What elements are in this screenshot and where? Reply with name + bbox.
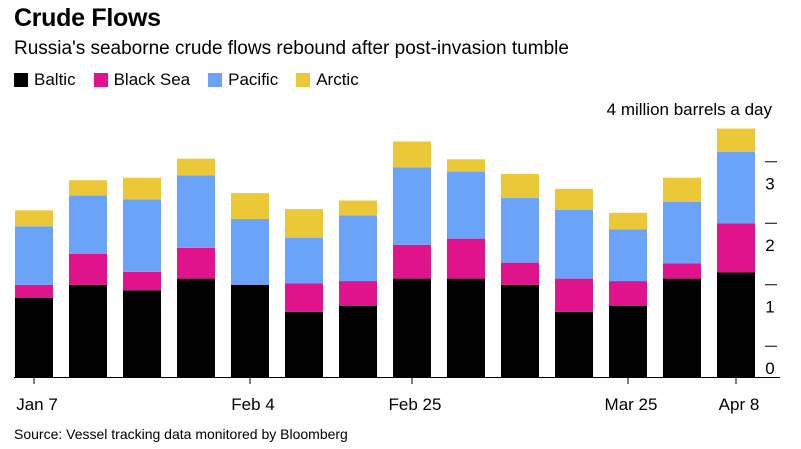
bar-segment-pacific-8 bbox=[393, 167, 431, 245]
bar-segment-pacific-11 bbox=[555, 209, 593, 279]
bar-segment-baltic-2 bbox=[69, 284, 107, 377]
bar-segment-black-sea-1 bbox=[15, 284, 53, 298]
bar-segment-black-sea-9 bbox=[447, 238, 485, 279]
bar-segment-arctic-1 bbox=[15, 210, 53, 227]
legend-label-arctic: Arctic bbox=[316, 70, 359, 89]
bar-segment-arctic-10 bbox=[501, 174, 539, 199]
bar-segment-arctic-13 bbox=[663, 177, 701, 202]
bar-segment-black-sea-12 bbox=[609, 281, 647, 306]
legend-swatch-black-sea bbox=[93, 73, 108, 87]
bar-segment-black-sea-13 bbox=[663, 263, 701, 279]
bar-segment-arctic-7 bbox=[339, 200, 377, 216]
legend-item-black-sea: Black Sea bbox=[93, 70, 191, 90]
bar-segment-black-sea-11 bbox=[555, 278, 593, 312]
bar-segment-arctic-3 bbox=[123, 177, 161, 200]
bar-segment-baltic-12 bbox=[609, 305, 647, 377]
bar-segment-arctic-12 bbox=[609, 212, 647, 230]
unit-label: 4 million barrels a day bbox=[606, 100, 772, 119]
chart-subtitle: Russia's seaborne crude flows rebound af… bbox=[14, 38, 569, 59]
bar-segment-pacific-3 bbox=[123, 199, 161, 272]
x-tick-label-feb-25: Feb 25 bbox=[389, 395, 442, 414]
bar-segment-black-sea-14 bbox=[717, 223, 755, 273]
bar-segment-pacific-13 bbox=[663, 201, 701, 264]
bar-segment-baltic-11 bbox=[555, 311, 593, 377]
bar-segment-baltic-5 bbox=[231, 284, 269, 377]
bar-segment-arctic-5 bbox=[231, 193, 269, 219]
bar-segment-pacific-14 bbox=[717, 151, 755, 224]
legend-label-black-sea: Black Sea bbox=[113, 70, 191, 89]
bar-segment-baltic-9 bbox=[447, 278, 485, 377]
bar-segment-arctic-6 bbox=[285, 209, 323, 239]
source-note: Source: Vessel tracking data monitored b… bbox=[14, 426, 348, 442]
bar-segment-pacific-7 bbox=[339, 215, 377, 282]
bar-segment-black-sea-8 bbox=[393, 244, 431, 279]
bar-segment-arctic-2 bbox=[69, 180, 107, 196]
y-tick-label-2: 2 bbox=[765, 236, 774, 255]
bar-segment-arctic-9 bbox=[447, 159, 485, 172]
legend-item-arctic: Arctic bbox=[296, 70, 359, 90]
bar-segment-baltic-1 bbox=[15, 297, 53, 377]
bar-segment-baltic-3 bbox=[123, 290, 161, 377]
y-tick-label-3: 3 bbox=[765, 175, 774, 194]
bar-segment-pacific-4 bbox=[177, 175, 215, 248]
chart-title: Crude Flows bbox=[14, 4, 161, 32]
bar-segment-black-sea-4 bbox=[177, 247, 215, 279]
bar-segment-baltic-13 bbox=[663, 278, 701, 377]
legend-swatch-pacific bbox=[208, 73, 223, 87]
y-tick-label-0: 0 bbox=[765, 359, 774, 378]
bar-segment-arctic-4 bbox=[177, 158, 215, 176]
bar-segment-black-sea-2 bbox=[69, 254, 107, 285]
bar-segment-pacific-5 bbox=[231, 218, 269, 285]
bar-segment-pacific-10 bbox=[501, 198, 539, 263]
bar-segment-baltic-4 bbox=[177, 278, 215, 377]
bar-segment-arctic-8 bbox=[393, 141, 431, 168]
bar-segment-black-sea-6 bbox=[285, 283, 323, 312]
bar-segment-baltic-10 bbox=[501, 284, 539, 377]
legend-label-pacific: Pacific bbox=[228, 70, 279, 89]
bar-segment-baltic-8 bbox=[393, 278, 431, 377]
bar-segment-pacific-9 bbox=[447, 171, 485, 239]
bar-segment-pacific-1 bbox=[15, 226, 53, 285]
bar-segment-pacific-6 bbox=[285, 238, 323, 284]
y-tick-label-1: 1 bbox=[765, 298, 774, 317]
bar-segment-black-sea-7 bbox=[339, 281, 377, 306]
bar-segment-pacific-2 bbox=[69, 195, 107, 254]
bar-segment-pacific-12 bbox=[609, 229, 647, 282]
bar-segment-arctic-11 bbox=[555, 188, 593, 210]
legend-item-pacific: Pacific bbox=[208, 70, 278, 90]
legend-swatch-arctic bbox=[296, 73, 311, 87]
x-tick-label-mar-25: Mar 25 bbox=[605, 395, 658, 414]
x-tick-label-apr-8: Apr 8 bbox=[719, 395, 760, 414]
bar-segment-baltic-7 bbox=[339, 305, 377, 377]
x-tick-label-feb-4: Feb 4 bbox=[231, 395, 274, 414]
x-tick-label-jan-7: Jan 7 bbox=[16, 395, 58, 414]
bar-segment-black-sea-3 bbox=[123, 271, 161, 291]
bar-segment-baltic-14 bbox=[717, 272, 755, 377]
bar-segment-arctic-14 bbox=[717, 128, 755, 152]
legend-item-baltic: Baltic bbox=[14, 70, 76, 90]
bar-segment-baltic-6 bbox=[285, 311, 323, 377]
legend-swatch-baltic bbox=[14, 73, 28, 87]
legend: Baltic Black Sea Pacific Arctic bbox=[14, 70, 359, 90]
legend-label-baltic: Baltic bbox=[34, 70, 76, 89]
bar-segment-black-sea-10 bbox=[501, 262, 539, 285]
